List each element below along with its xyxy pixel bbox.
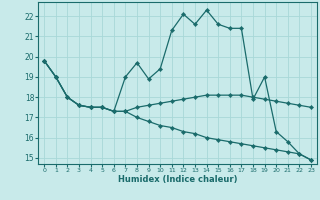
X-axis label: Humidex (Indice chaleur): Humidex (Indice chaleur) bbox=[118, 175, 237, 184]
